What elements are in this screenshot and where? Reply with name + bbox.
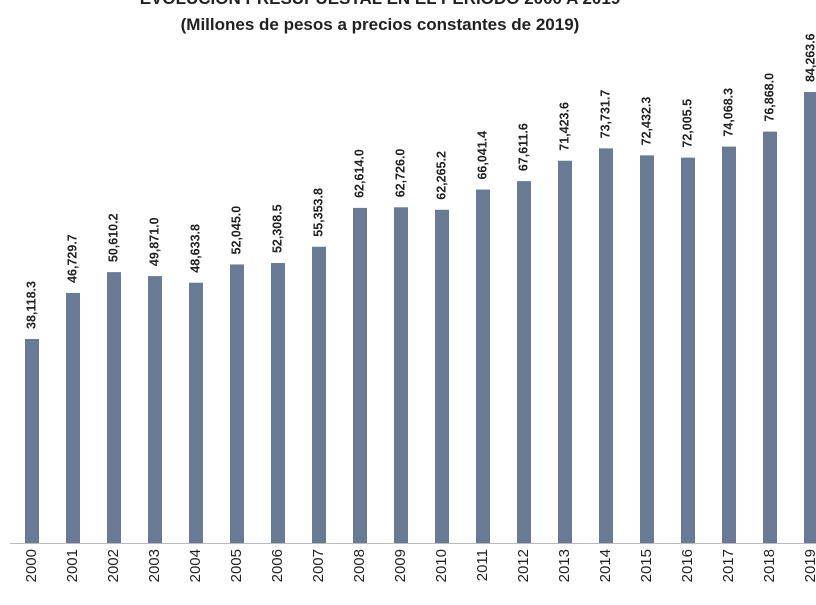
bar <box>435 209 449 543</box>
value-label: 49,871.0 <box>147 217 161 266</box>
x-tick-label: 2012 <box>515 549 532 582</box>
x-tick-label: 2011 <box>474 549 491 581</box>
x-tick-label: 2002 <box>105 549 122 582</box>
bar <box>148 276 162 543</box>
x-tick-label: 2005 <box>228 549 245 582</box>
x-tick-label: 2014 <box>597 549 614 582</box>
bar <box>353 207 367 543</box>
bar <box>599 148 613 543</box>
value-label: 62,726.0 <box>393 149 407 198</box>
value-label: 84,263.6 <box>803 33 816 82</box>
bar <box>66 292 80 543</box>
x-tick-label: 2017 <box>720 549 737 582</box>
value-label: 72,005.5 <box>680 99 694 148</box>
bar <box>312 246 326 543</box>
x-tick-label: 2004 <box>187 549 204 582</box>
value-label: 76,868.0 <box>762 73 776 122</box>
value-label: 52,308.5 <box>270 204 284 253</box>
value-label: 72,432.3 <box>639 97 653 146</box>
value-label: 74,068.3 <box>721 88 735 137</box>
x-tick-label: 2008 <box>351 549 368 582</box>
x-tick-label: 2007 <box>310 549 327 582</box>
value-label: 62,614.0 <box>352 149 366 198</box>
bar <box>271 263 285 543</box>
value-label: 52,045.0 <box>229 206 243 255</box>
bar <box>517 181 531 544</box>
x-tick-label: 2006 <box>269 549 286 582</box>
x-tick-label: 2015 <box>638 549 655 582</box>
bar <box>681 157 695 543</box>
bar <box>722 146 736 543</box>
value-label: 67,611.6 <box>516 123 530 171</box>
value-label: 62,265.2 <box>434 151 448 200</box>
value-label: 50,610.2 <box>106 213 120 262</box>
x-tick-label: 2010 <box>433 549 450 582</box>
x-tick-label: 2009 <box>392 549 409 582</box>
bar <box>230 264 244 543</box>
value-label: 73,731.7 <box>598 90 612 139</box>
chart-subtitle: (Millones de pesos a precios constantes … <box>181 15 580 34</box>
x-tick-label: 2019 <box>802 549 816 582</box>
value-label: 46,729.7 <box>65 234 79 283</box>
bar <box>558 160 572 543</box>
bar <box>476 189 490 543</box>
x-tick-label: 2003 <box>146 549 163 582</box>
value-label: 48,633.8 <box>188 224 202 273</box>
value-label: 38,118.3 <box>24 281 38 329</box>
bar <box>804 92 816 543</box>
bar <box>189 282 203 543</box>
value-label: 66,041.4 <box>475 131 489 180</box>
chart-title: EVOLUCIÓN PRESUPUESTAL EN EL PERIODO 200… <box>140 0 621 8</box>
x-tick-label: 2000 <box>23 549 40 582</box>
x-tick-label: 2016 <box>679 549 696 582</box>
bar <box>107 272 121 543</box>
bar <box>25 338 39 543</box>
value-label: 55,353.8 <box>311 188 325 237</box>
x-tick-label: 2013 <box>556 549 573 582</box>
bar <box>394 207 408 543</box>
bar <box>640 155 654 543</box>
x-tick-label: 2018 <box>761 549 778 582</box>
x-tick-label: 2001 <box>64 549 81 582</box>
value-label: 71,423.6 <box>557 102 571 151</box>
bar <box>763 131 777 543</box>
